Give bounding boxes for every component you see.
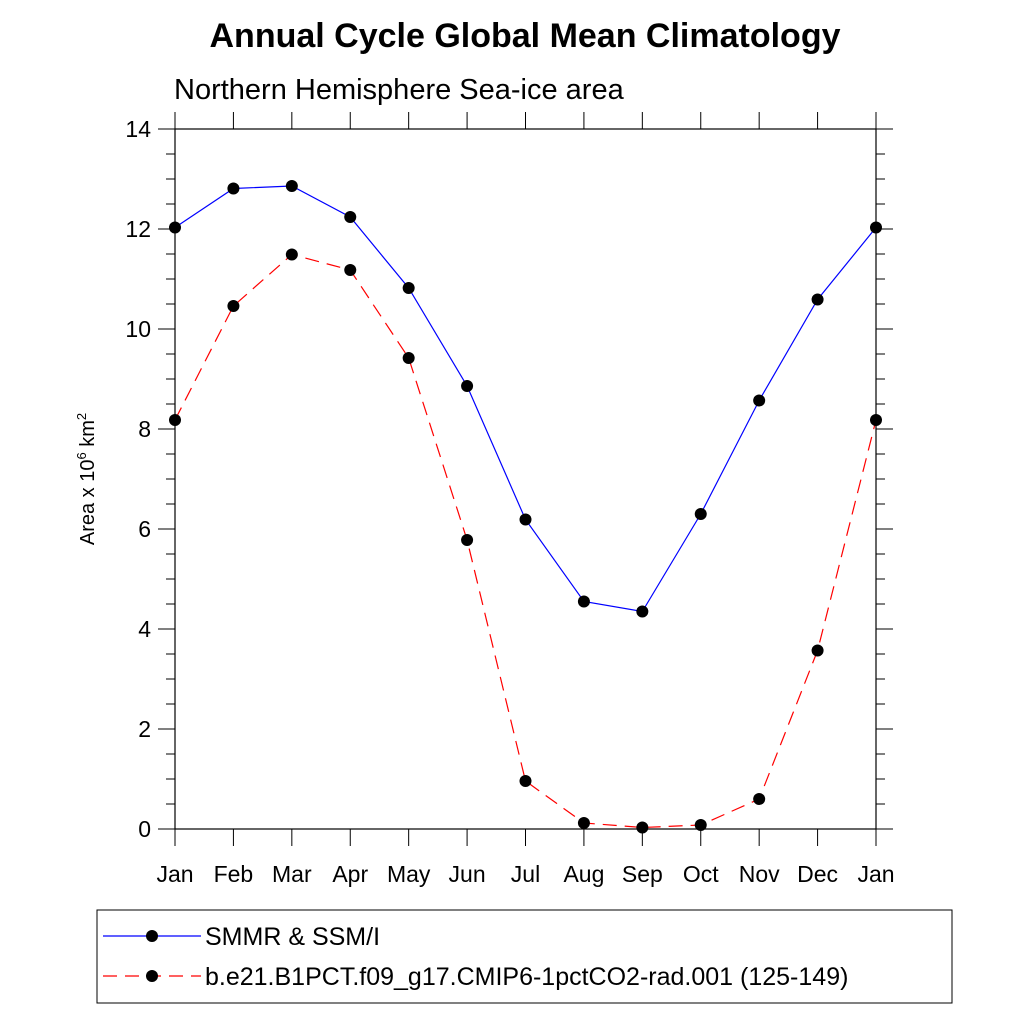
data-point-series-1 — [636, 605, 649, 618]
y-axis-label-exponent: 6 — [74, 452, 89, 459]
data-point-series-1 — [753, 394, 766, 407]
data-point-series-1 — [577, 595, 590, 608]
data-point-series-2 — [753, 793, 766, 805]
data-point-series-2 — [636, 821, 649, 834]
data-point-series-2 — [811, 644, 824, 657]
x-tick-label: Dec — [797, 861, 838, 887]
x-tick-label: Mar — [272, 861, 312, 887]
data-point-series-2 — [577, 817, 590, 829]
x-tick-label: Jun — [449, 861, 486, 887]
x-tick-label: Apr — [332, 861, 368, 887]
legend: SMMR & SSM/I b.e21.B1PCT.f09_g17.CMIP6-1… — [96, 909, 953, 1004]
data-point-series-2 — [169, 414, 181, 426]
x-tick-label: Aug — [563, 861, 604, 887]
data-point-series-2 — [402, 352, 415, 364]
chart-subtitle: Northern Hemisphere Sea-ice area — [174, 74, 625, 106]
legend-box — [96, 909, 953, 1004]
data-point-series-2 — [227, 300, 240, 312]
data-point-series-1 — [811, 293, 824, 306]
x-tick-label: Jan — [857, 861, 894, 887]
data-point-series-1 — [461, 380, 474, 392]
y-tick-label: 14 — [125, 116, 151, 142]
y-axis-label-unit: km — [77, 420, 99, 452]
plot-area: 0 2 4 6 8 10 12 14 Jan Feb Mar Apr May Jun Jul Aug Sep Oc… — [125, 112, 895, 887]
x-tick-label: Feb — [214, 861, 254, 887]
data-point-series-1 — [285, 180, 298, 192]
data-point-series-1 — [227, 182, 240, 195]
plot-frame — [174, 128, 877, 830]
data-point-series-2 — [519, 775, 532, 787]
y-tick-label: 12 — [125, 216, 151, 242]
data-point-series-2 — [344, 264, 357, 276]
y-axis-label-unit-exponent: 2 — [74, 413, 89, 420]
x-tick-label: May — [387, 861, 431, 887]
legend-label-series-2: b.e21.B1PCT.f09_g17.CMIP6-1pctCO2-rad.00… — [205, 963, 848, 991]
series-line-2 — [174, 253, 877, 829]
svg-text:Area x 106 km2: Area x 106 km2 — [74, 413, 99, 545]
legend-marker-series-2 — [146, 970, 158, 982]
data-point-series-2 — [870, 414, 882, 426]
x-tick-label: Jul — [511, 861, 540, 887]
y-tick-label: 2 — [138, 716, 151, 742]
series-line-1 — [174, 185, 877, 613]
x-tick-label: Sep — [622, 861, 663, 887]
chart-title: Annual Cycle Global Mean Climatology — [210, 17, 841, 55]
x-tick-label: Jan — [156, 861, 193, 887]
y-tick-label: 0 — [138, 816, 151, 842]
data-point-series-2 — [461, 534, 474, 546]
data-point-series-1 — [870, 221, 882, 234]
legend-marker-series-1 — [146, 930, 158, 942]
data-point-series-1 — [694, 508, 707, 520]
y-tick-label: 10 — [125, 316, 151, 342]
x-tick-label: Oct — [683, 861, 719, 887]
y-tick-label: 4 — [138, 616, 151, 642]
data-point-series-1 — [519, 513, 532, 526]
data-point-series-1 — [402, 282, 415, 294]
y-tick-label: 6 — [138, 516, 151, 542]
legend-label-series-1: SMMR & SSM/I — [205, 923, 380, 951]
x-tick-label: Nov — [739, 861, 780, 887]
y-axis-label-prefix: Area x 10 — [77, 460, 99, 546]
data-point-series-1 — [169, 221, 181, 234]
data-point-series-1 — [344, 211, 357, 223]
data-point-series-2 — [694, 819, 707, 831]
y-tick-label: 8 — [138, 416, 151, 442]
data-point-series-2 — [285, 248, 298, 261]
y-axis-label: Area x 106 km2 — [74, 413, 99, 545]
